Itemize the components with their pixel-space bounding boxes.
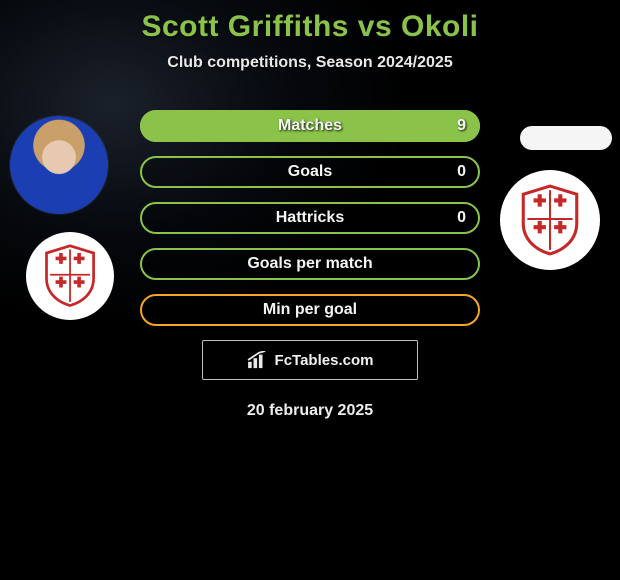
player2-photo-placeholder [520,126,612,150]
subtitle: Club competitions, Season 2024/2025 [0,54,620,72]
stat-row: Goals0 [140,156,480,188]
brand-text: FcTables.com [275,352,374,369]
stat-row: Min per goal [140,294,480,326]
infographic: Scott Griffiths vs Okoli Club competitio… [0,0,620,420]
woking-crest-icon [517,184,583,256]
bar-chart-icon [247,351,269,369]
bar-value-right: 0 [457,156,466,188]
bar-outline [140,294,480,326]
date-text: 20 february 2025 [0,402,620,420]
page-title: Scott Griffiths vs Okoli [0,10,620,44]
bar-outline [140,202,480,234]
brand-box: FcTables.com [202,340,418,380]
bar-outline [140,248,480,280]
player2-club-crest [500,170,600,270]
woking-crest-icon [41,244,99,307]
player1-club-crest [26,232,114,320]
bar-value-right: 9 [457,110,466,142]
stat-row: Goals per match [140,248,480,280]
bar-value-right: 0 [457,202,466,234]
stat-row: Hattricks0 [140,202,480,234]
player1-face-placeholder [10,116,108,214]
bar-fill-right [140,110,480,142]
stat-row: Matches9 [140,110,480,142]
bar-outline [140,156,480,188]
player1-photo [10,116,108,214]
